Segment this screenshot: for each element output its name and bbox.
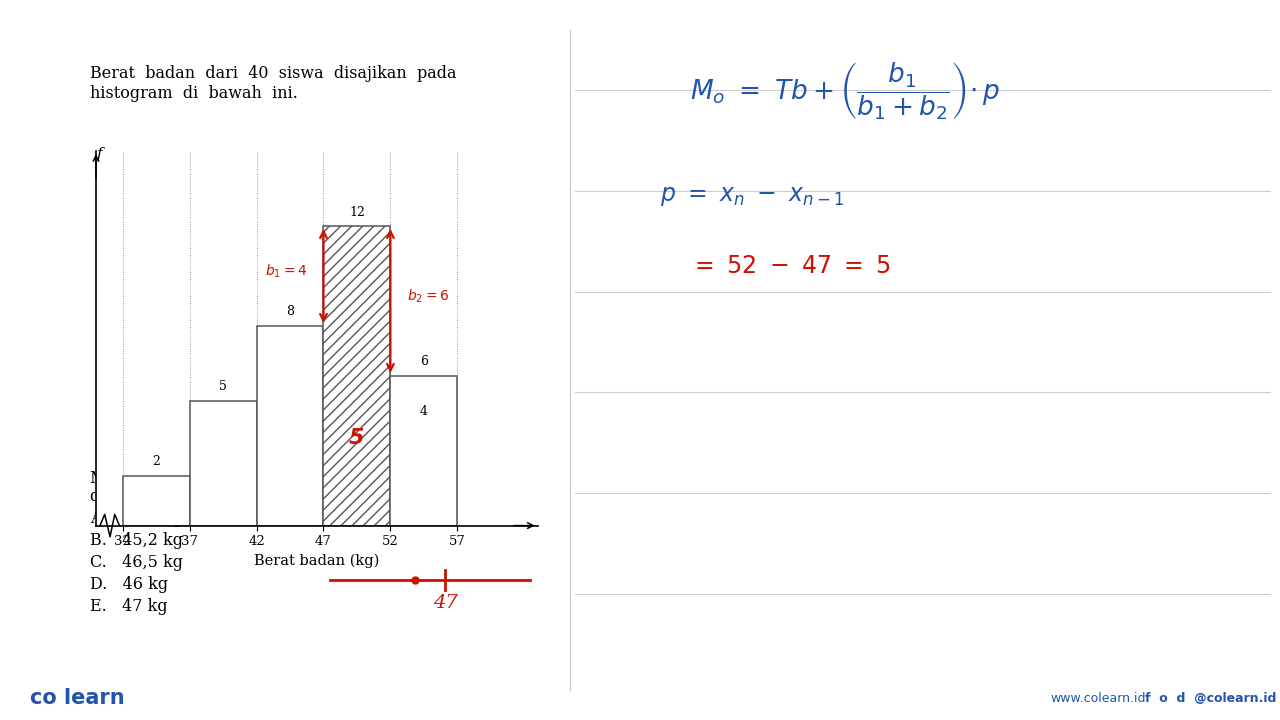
- Text: f: f: [97, 147, 102, 161]
- Text: 12: 12: [349, 206, 365, 219]
- Text: $b_2=6$: $b_2=6$: [407, 287, 449, 305]
- Text: D.   46 kg: D. 46 kg: [90, 576, 168, 593]
- Text: di  atas  adalah  .  .  .  .: di atas adalah . . . .: [90, 488, 275, 505]
- Text: 6: 6: [420, 356, 428, 369]
- Text: Modus  dari  data  yang  disajikan  histogram: Modus dari data yang disajikan histogram: [90, 470, 460, 487]
- Bar: [324, 226, 390, 526]
- Text: 8: 8: [285, 305, 294, 318]
- Text: 4: 4: [420, 405, 428, 418]
- Text: A.   44,7 kg: A. 44,7 kg: [90, 510, 183, 527]
- Text: co learn: co learn: [29, 688, 124, 708]
- Text: $p\ =\ x_n\ -\ x_{n-1}$: $p\ =\ x_n\ -\ x_{n-1}$: [660, 185, 845, 208]
- Text: $M_o\ =\ Tb+\left(\dfrac{b_1}{b_1+b_2}\right)\!\cdot p$: $M_o\ =\ Tb+\left(\dfrac{b_1}{b_1+b_2}\r…: [690, 60, 1001, 122]
- Text: 5: 5: [219, 380, 227, 393]
- Bar: [189, 401, 256, 526]
- Bar: [123, 476, 189, 526]
- Text: 5: 5: [349, 428, 365, 449]
- Text: C.   46,5 kg: C. 46,5 kg: [90, 554, 183, 571]
- Text: $b_1=4$: $b_1=4$: [265, 262, 307, 279]
- Bar: [390, 376, 457, 526]
- Text: B.   45,2 kg: B. 45,2 kg: [90, 532, 183, 549]
- Text: histogram  di  bawah  ini.: histogram di bawah ini.: [90, 85, 298, 102]
- Text: $=\ 52\ -\ 47\ =\ 5$: $=\ 52\ -\ 47\ =\ 5$: [690, 255, 891, 278]
- Text: E.   47 kg: E. 47 kg: [90, 598, 168, 615]
- Text: 47: 47: [433, 594, 457, 612]
- Text: Berat  badan  dari  40  siswa  disajikan  pada: Berat badan dari 40 siswa disajikan pada: [90, 65, 457, 82]
- Text: 2: 2: [152, 455, 160, 468]
- X-axis label: Berat badan (kg): Berat badan (kg): [255, 554, 379, 568]
- Bar: [256, 326, 324, 526]
- Text: f  o  d  @colearn.id: f o d @colearn.id: [1146, 691, 1276, 704]
- Text: www.colearn.id: www.colearn.id: [1050, 691, 1146, 704]
